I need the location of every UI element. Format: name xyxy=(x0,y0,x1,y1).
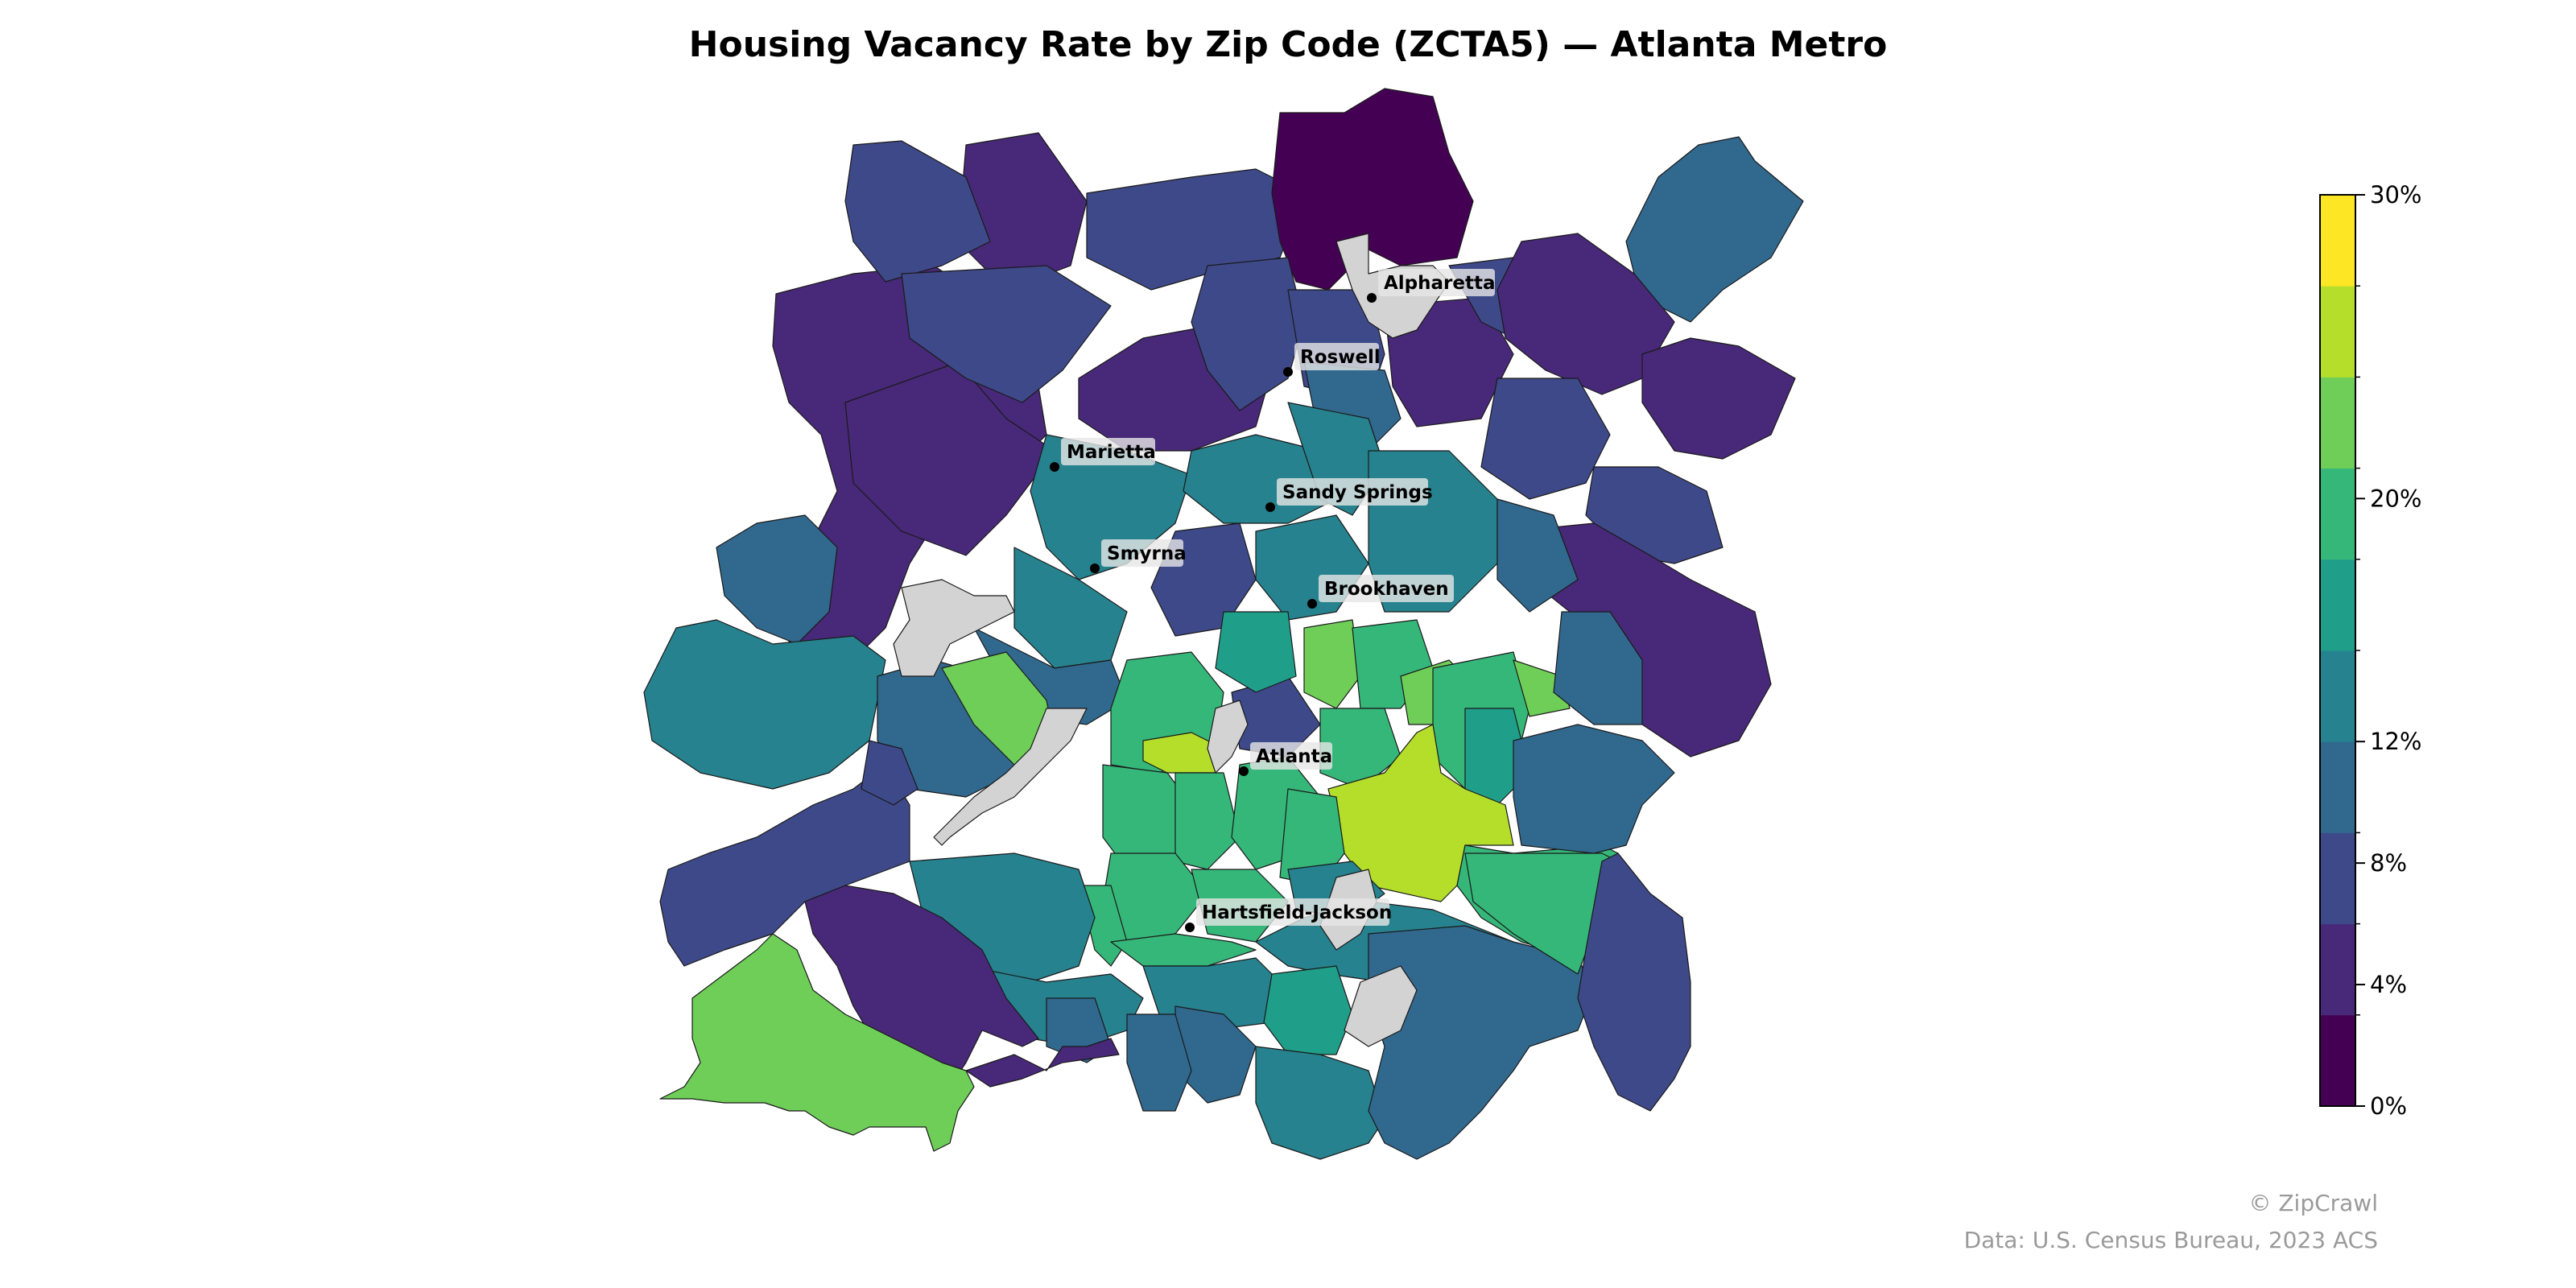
zip-region[interactable] xyxy=(1191,257,1305,411)
credit-data-source: Data: U.S. Census Bureau, 2023 ACS xyxy=(1963,1227,2378,1253)
city-markers: Alpharetta Roswell Marietta Sandy Spring… xyxy=(1050,269,1496,932)
city-marker-hartsfield-jackson[interactable]: Hartsfield-Jackson xyxy=(1185,898,1392,932)
colorbar-segment xyxy=(2320,559,2355,651)
colorbar-tick-label: 20% xyxy=(2370,485,2421,512)
colorbar-tick-label: 8% xyxy=(2370,849,2407,877)
zip-regions xyxy=(643,88,1804,1160)
city-label-background xyxy=(1250,742,1332,770)
city-marker-marietta[interactable]: Marietta xyxy=(1050,438,1156,472)
colorbar-segment xyxy=(2320,741,2355,833)
city-label-background xyxy=(1196,898,1389,926)
zip-region[interactable] xyxy=(1126,1013,1192,1112)
colorbar-segment xyxy=(2320,650,2355,742)
colorbar-segment xyxy=(2320,923,2355,1016)
zip-region[interactable] xyxy=(643,619,886,790)
city-marker-brookhaven[interactable]: Brookhaven xyxy=(1307,575,1454,609)
city-label-background xyxy=(1277,478,1428,506)
zip-region[interactable] xyxy=(1577,852,1691,1112)
credit-brand: © ZipCrawl xyxy=(2248,1190,2378,1216)
city-label: Smyrna xyxy=(1107,543,1187,564)
city-label: Sandy Springs xyxy=(1282,482,1433,503)
zip-region[interactable] xyxy=(1513,724,1675,854)
city-label: Hartsfield-Jackson xyxy=(1202,902,1392,923)
colorbar-segment xyxy=(2320,195,2355,287)
zip-region[interactable] xyxy=(1553,611,1643,725)
city-label: Brookhaven xyxy=(1324,579,1449,600)
zip-region[interactable] xyxy=(1496,498,1579,613)
city-marker-atlanta[interactable]: Atlanta xyxy=(1239,742,1332,776)
colorbar-tick-label: 4% xyxy=(2370,971,2407,998)
city-dot xyxy=(1050,462,1059,472)
zip-region-no-data[interactable] xyxy=(893,579,1015,677)
colorbar-segment xyxy=(2320,468,2355,560)
colorbar-legend: 0% 4% 8% 12% 20% 30% xyxy=(2319,181,2421,1120)
zip-region[interactable] xyxy=(844,140,991,283)
zip-region[interactable] xyxy=(965,1038,1120,1088)
city-marker-roswell[interactable]: Roswell xyxy=(1283,343,1381,377)
city-label-background xyxy=(1061,438,1155,465)
city-label-background xyxy=(1319,575,1454,602)
city-label: Roswell xyxy=(1300,347,1381,368)
colorbar-tick-label: 30% xyxy=(2370,181,2421,208)
zip-region[interactable] xyxy=(1255,1046,1385,1160)
city-dot xyxy=(1239,766,1249,776)
colorbar-tick-label: 0% xyxy=(2370,1092,2407,1120)
zip-region-no-data[interactable] xyxy=(933,708,1088,846)
city-dot xyxy=(1367,293,1377,303)
zip-region-no-data[interactable] xyxy=(1207,700,1249,774)
city-marker-sandy-springs[interactable]: Sandy Springs xyxy=(1265,478,1433,512)
zip-region[interactable] xyxy=(716,514,838,645)
zip-region[interactable] xyxy=(1086,168,1305,291)
zip-region[interactable] xyxy=(1625,136,1804,323)
zip-region[interactable] xyxy=(804,885,1039,1088)
zip-region[interactable] xyxy=(861,740,919,806)
zip-region-no-data[interactable] xyxy=(1344,965,1418,1047)
zip-region[interactable] xyxy=(659,764,910,967)
colorbar-segment xyxy=(2320,1014,2355,1107)
colorbar-segments xyxy=(2320,195,2355,1107)
city-dot xyxy=(1283,367,1293,377)
city-marker-smyrna[interactable]: Smyrna xyxy=(1090,539,1187,573)
colorbar-segment xyxy=(2320,377,2355,469)
city-label-background xyxy=(1378,269,1495,296)
zip-region[interactable] xyxy=(659,933,975,1152)
colorbar-segment xyxy=(2320,832,2355,925)
city-dot xyxy=(1185,923,1195,932)
zip-region[interactable] xyxy=(1641,337,1796,460)
city-label: Atlanta xyxy=(1256,746,1332,767)
colorbar-segment xyxy=(2320,286,2355,378)
zip-region[interactable] xyxy=(1271,88,1474,291)
city-label: Marietta xyxy=(1067,442,1156,463)
colorbar-tick-label: 12% xyxy=(2370,728,2421,755)
city-label: Alpharetta xyxy=(1384,273,1496,294)
city-dot xyxy=(1265,502,1275,512)
map-title: Housing Vacancy Rate by Zip Code (ZCTA5)… xyxy=(688,24,1888,65)
zip-region[interactable] xyxy=(1174,772,1241,870)
city-label-background xyxy=(1294,343,1379,370)
zip-region[interactable] xyxy=(1263,965,1353,1055)
city-dot xyxy=(1307,599,1317,609)
zip-region[interactable] xyxy=(1496,233,1675,395)
zip-region[interactable] xyxy=(901,265,1112,403)
city-dot xyxy=(1090,564,1100,573)
city-label-background xyxy=(1101,539,1183,567)
zip-region[interactable] xyxy=(1303,619,1361,709)
colorbar-ticks: 0% 4% 8% 12% 20% 30% xyxy=(2355,181,2421,1120)
zip-region[interactable] xyxy=(1215,611,1297,693)
zip-region[interactable] xyxy=(1480,378,1611,500)
city-marker-alpharetta[interactable]: Alpharetta xyxy=(1367,269,1496,303)
